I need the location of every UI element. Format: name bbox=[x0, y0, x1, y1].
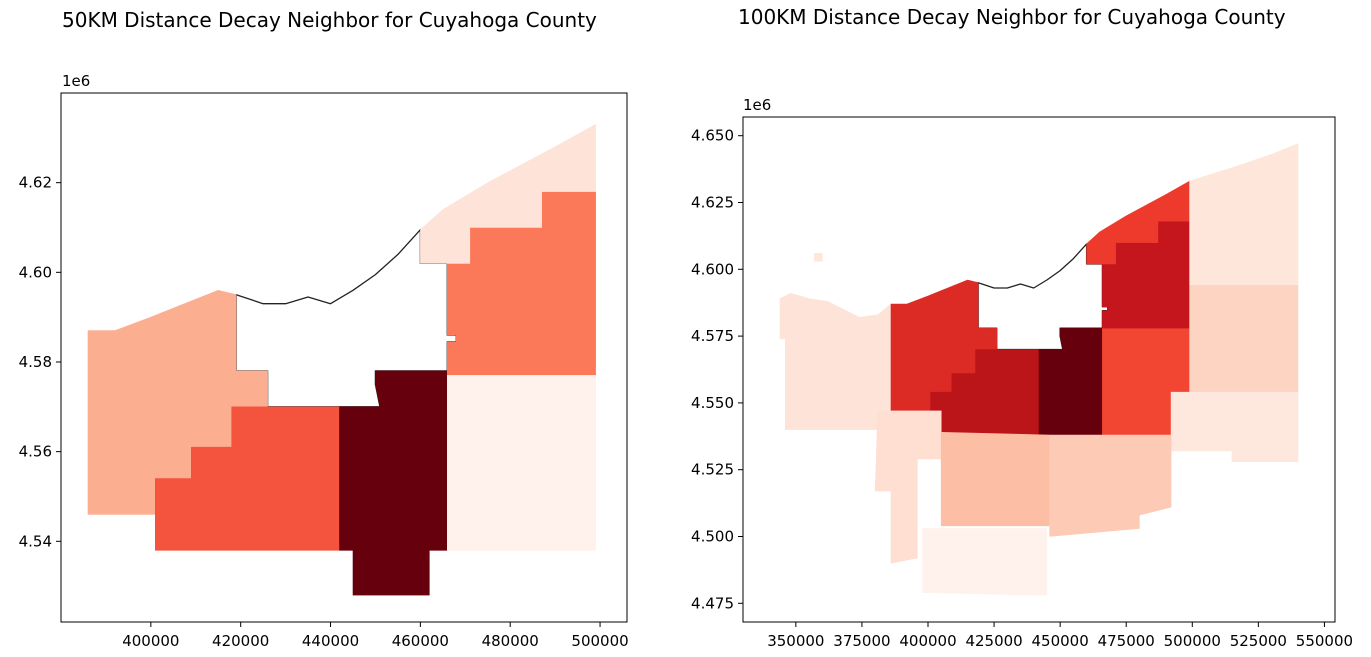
x-tick-label: 480000 bbox=[482, 632, 539, 650]
y-tick-label: 4.650 bbox=[691, 127, 734, 145]
neighbor-region-2-8 bbox=[1189, 143, 1299, 286]
y-tick-label: 4.575 bbox=[691, 327, 734, 345]
neighbor-region-2-1 bbox=[779, 292, 892, 430]
neighbor-region-1-5 bbox=[420, 124, 596, 264]
x-tick-label: 400000 bbox=[899, 632, 956, 650]
map-panel-1: 400000 420000 440000 460000 480000 500000 4.54… bbox=[19, 92, 629, 650]
neighbor-region-2-14 bbox=[922, 528, 1048, 596]
neighbor-region-1-2 bbox=[155, 406, 340, 551]
neighbor-region-2-15 bbox=[814, 253, 823, 262]
y-axis-multiplier-50km: 1e6 bbox=[62, 72, 91, 90]
x-tick-label: 400000 bbox=[122, 632, 179, 650]
x-tick-label: 440000 bbox=[302, 632, 359, 650]
y-tick-label: 4.550 bbox=[691, 394, 734, 412]
axes-frame-1 bbox=[60, 92, 628, 623]
neighbor-region-2-13 bbox=[1049, 434, 1172, 537]
y-tick-label: 4.60 bbox=[19, 263, 52, 281]
axes-frame-2 bbox=[742, 116, 1336, 623]
y-tick-label: 4.600 bbox=[691, 260, 734, 278]
chart-title-100km: 100KM Distance Decay Neighbor for Cuyaho… bbox=[738, 5, 1286, 29]
x-tick-label: 550000 bbox=[1296, 632, 1353, 650]
x-tick-label: 420000 bbox=[212, 632, 269, 650]
y-tick-label: 4.625 bbox=[691, 194, 734, 212]
neighbor-region-1-6 bbox=[446, 375, 596, 551]
x-tick-label: 500000 bbox=[571, 632, 628, 650]
x-tick-label: 475000 bbox=[1098, 632, 1155, 650]
x-tick-label: 460000 bbox=[392, 632, 449, 650]
x-tick-label: 525000 bbox=[1230, 632, 1287, 650]
x-tick-label: 350000 bbox=[767, 632, 824, 650]
y-tick-label: 4.525 bbox=[691, 461, 734, 479]
map-panel-2: 350000 375000 400000 425000 450000 475000 5000… bbox=[691, 116, 1353, 650]
neighbor-region-2-7 bbox=[1086, 180, 1190, 265]
y-tick-label: 4.56 bbox=[19, 443, 52, 461]
chart-title-50km: 50KM Distance Decay Neighbor for Cuyahog… bbox=[62, 8, 597, 32]
neighbor-region-2-12 bbox=[940, 431, 1050, 527]
y-tick-label: 4.62 bbox=[19, 174, 52, 192]
neighbor-region-2-10 bbox=[1170, 391, 1299, 463]
x-tick-label: 450000 bbox=[1032, 632, 1089, 650]
y-tick-label: 4.475 bbox=[691, 594, 734, 612]
y-tick-label: 4.58 bbox=[19, 353, 52, 371]
y-tick-label: 4.54 bbox=[19, 532, 52, 550]
y-tick-label: 4.500 bbox=[691, 527, 734, 545]
neighbor-region-2-9 bbox=[1189, 284, 1299, 393]
x-tick-label: 500000 bbox=[1164, 632, 1221, 650]
neighbor-region-1-3 bbox=[339, 370, 448, 596]
y-axis-multiplier-100km: 1e6 bbox=[743, 96, 772, 114]
neighbor-region-2-11 bbox=[874, 410, 942, 564]
x-tick-label: 425000 bbox=[965, 632, 1022, 650]
x-tick-label: 375000 bbox=[833, 632, 890, 650]
